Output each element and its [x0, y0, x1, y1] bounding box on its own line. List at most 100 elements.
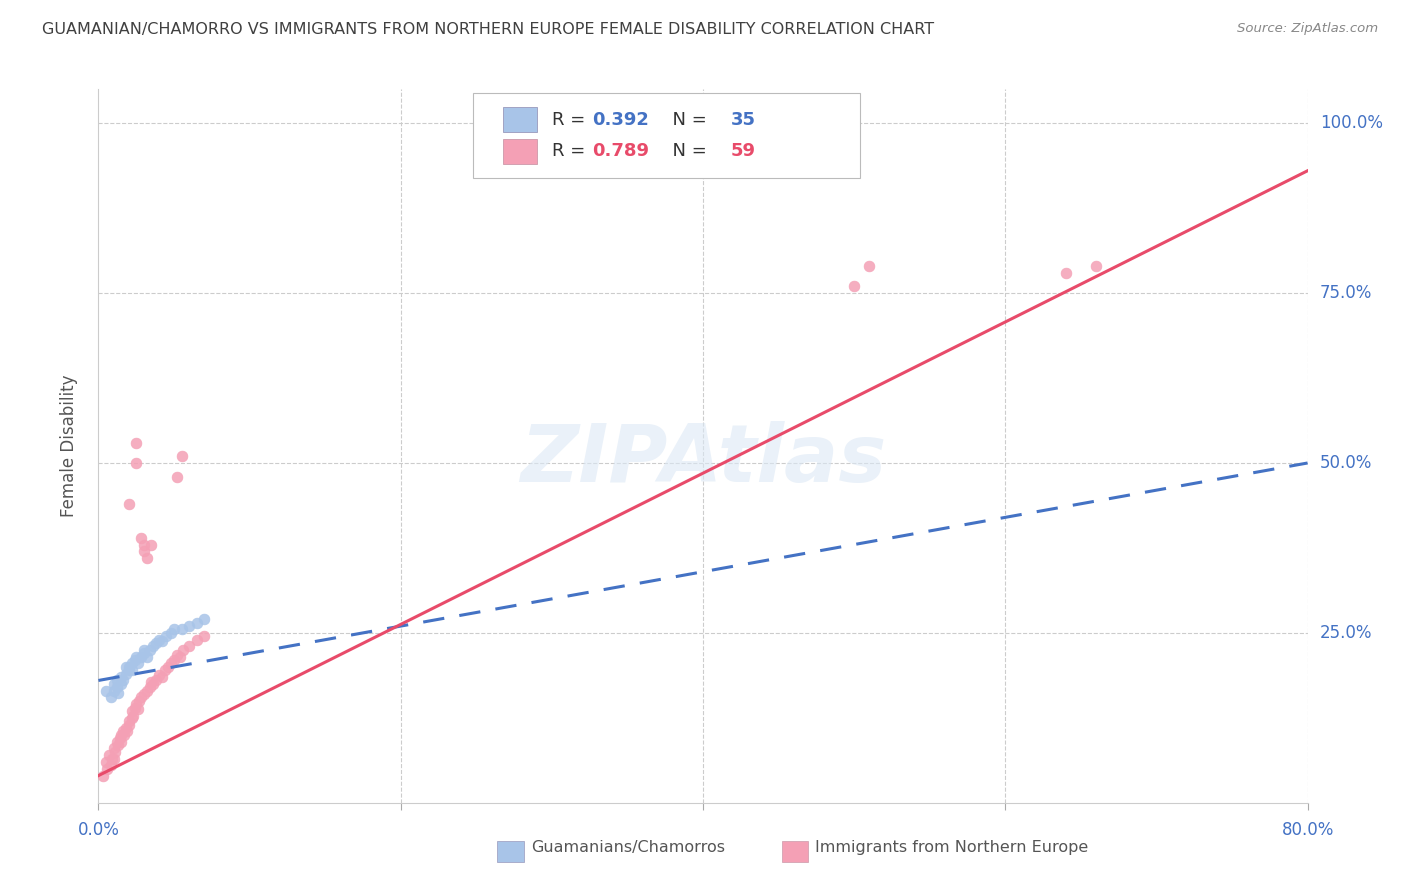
Point — [101, 751, 124, 765]
Point — [124, 700, 146, 714]
Point — [155, 629, 177, 643]
Point — [132, 687, 155, 701]
Point — [114, 660, 136, 674]
Point — [125, 649, 148, 664]
Point — [142, 640, 165, 654]
Point — [110, 734, 132, 748]
Point — [135, 683, 157, 698]
Point — [179, 619, 201, 633]
Point — [121, 704, 143, 718]
Point — [115, 724, 138, 739]
Point — [135, 649, 157, 664]
Point — [118, 660, 141, 674]
Point — [160, 626, 183, 640]
Point — [132, 643, 155, 657]
Point — [98, 748, 121, 763]
Point — [124, 653, 146, 667]
Point — [94, 683, 117, 698]
Point — [105, 734, 128, 748]
Point — [94, 755, 117, 769]
Point — [118, 717, 141, 731]
Text: N =: N = — [661, 143, 713, 161]
Point — [193, 629, 215, 643]
Point — [107, 686, 129, 700]
Point — [129, 531, 152, 545]
Point — [844, 279, 866, 293]
Text: 0.392: 0.392 — [592, 111, 648, 128]
Point — [132, 537, 155, 551]
Point — [110, 677, 132, 691]
Point — [127, 657, 149, 671]
Point — [139, 680, 162, 694]
Point — [141, 537, 163, 551]
Point — [122, 708, 145, 723]
Point — [125, 698, 148, 712]
Point — [103, 683, 125, 698]
Point — [169, 649, 191, 664]
Point — [105, 680, 128, 694]
Point — [91, 769, 114, 783]
Text: Source: ZipAtlas.com: Source: ZipAtlas.com — [1237, 22, 1378, 36]
Text: 80.0%: 80.0% — [1281, 821, 1334, 838]
Point — [150, 634, 173, 648]
Point — [1054, 266, 1077, 280]
Point — [114, 666, 136, 681]
FancyBboxPatch shape — [474, 93, 860, 178]
Point — [160, 657, 183, 671]
Point — [858, 259, 880, 273]
Text: GUAMANIAN/CHAMORRO VS IMMIGRANTS FROM NORTHERN EUROPE FEMALE DISABILITY CORRELAT: GUAMANIAN/CHAMORRO VS IMMIGRANTS FROM NO… — [42, 22, 935, 37]
Point — [163, 623, 186, 637]
Point — [118, 714, 141, 729]
Text: 100.0%: 100.0% — [1320, 114, 1382, 132]
FancyBboxPatch shape — [503, 139, 537, 164]
Text: 59: 59 — [731, 143, 756, 161]
Point — [166, 469, 188, 483]
Text: 75.0%: 75.0% — [1320, 284, 1372, 302]
Point — [114, 721, 136, 735]
Point — [121, 711, 143, 725]
Text: 35: 35 — [731, 111, 756, 128]
Point — [145, 673, 167, 688]
Point — [141, 674, 163, 689]
Point — [110, 728, 132, 742]
Point — [103, 677, 125, 691]
FancyBboxPatch shape — [498, 840, 524, 862]
Text: 0.0%: 0.0% — [77, 821, 120, 838]
Point — [129, 690, 152, 705]
Point — [100, 758, 122, 772]
Y-axis label: Female Disability: Female Disability — [59, 375, 77, 517]
Point — [132, 544, 155, 558]
Text: 25.0%: 25.0% — [1320, 624, 1372, 642]
Point — [128, 694, 150, 708]
Point — [110, 670, 132, 684]
Text: R =: R = — [551, 111, 591, 128]
FancyBboxPatch shape — [782, 840, 808, 862]
Text: R =: R = — [551, 143, 591, 161]
Point — [153, 663, 176, 677]
Text: N =: N = — [661, 111, 713, 128]
Point — [104, 745, 127, 759]
Point — [170, 449, 193, 463]
Point — [125, 456, 148, 470]
Text: Guamanians/Chamorros: Guamanians/Chamorros — [531, 840, 725, 855]
Point — [172, 643, 194, 657]
Point — [156, 660, 179, 674]
Point — [105, 673, 128, 688]
Point — [108, 731, 131, 746]
Point — [112, 728, 135, 742]
Point — [111, 724, 134, 739]
Point — [170, 623, 193, 637]
Point — [129, 649, 152, 664]
Point — [142, 677, 165, 691]
Point — [186, 615, 208, 630]
Point — [107, 738, 129, 752]
Text: ZIPAtlas: ZIPAtlas — [520, 421, 886, 500]
Text: 0.789: 0.789 — [592, 143, 648, 161]
Point — [139, 643, 162, 657]
Point — [179, 640, 201, 654]
Point — [193, 612, 215, 626]
Point — [125, 435, 148, 450]
Point — [100, 690, 122, 705]
Point — [103, 751, 125, 765]
FancyBboxPatch shape — [503, 107, 537, 132]
